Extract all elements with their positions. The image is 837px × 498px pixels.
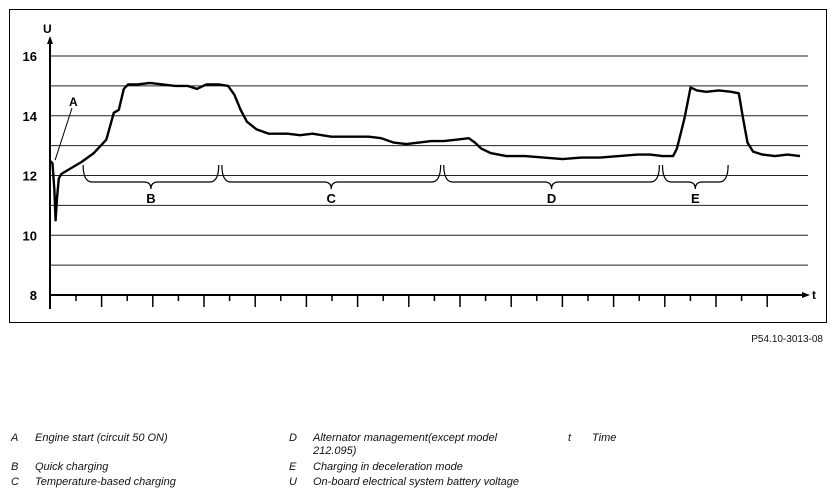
phase-label: B (146, 191, 155, 206)
phase-label: C (327, 191, 337, 206)
y-tick-label: 16 (23, 49, 37, 64)
legend-letter: B (11, 461, 19, 473)
voltage-chart: Ut 8 10 12 14 16 B C D E A (23, 22, 816, 309)
legend-text: Temperature-based charging (35, 476, 176, 488)
phase-label: D (547, 191, 556, 206)
legend-letter: A (11, 432, 19, 444)
annotation-label: A (69, 95, 78, 109)
phase-brace (661, 164, 729, 190)
phase-brace (221, 164, 442, 190)
y-tick-label: 14 (23, 109, 38, 124)
y-tick-label: 10 (23, 228, 37, 243)
legend-text: Quick charging (35, 461, 109, 473)
y-axis-arrow (47, 36, 53, 44)
legend-letter: t (568, 432, 572, 444)
legend-text: Time (592, 432, 617, 444)
voltage-series-line (49, 81, 801, 222)
x-axis-arrow (802, 292, 810, 298)
legend-text: Charging in deceleration mode (313, 461, 463, 473)
phase-brace (82, 164, 220, 190)
annotation-leader (54, 107, 73, 161)
legend-text: On-board electrical system battery volta… (313, 476, 520, 488)
x-axis-label: t (812, 288, 816, 302)
legend-text: Alternator management(except model 212.0… (313, 432, 498, 457)
legend-letter: C (11, 476, 19, 488)
figure-reference: P54.10-3013-08 (751, 334, 823, 345)
y-tick-label: 8 (30, 288, 37, 303)
legend-letter: U (289, 476, 297, 488)
legend-letter: D (289, 432, 297, 444)
legend-letter: E (289, 461, 297, 473)
chart-frame (9, 9, 827, 323)
legend-text: Engine start (circuit 50 ON) (35, 432, 168, 444)
phase-label: E (691, 191, 700, 206)
phase-brace (443, 164, 660, 190)
y-axis-label: U (43, 22, 52, 36)
y-tick-label: 12 (23, 169, 37, 184)
